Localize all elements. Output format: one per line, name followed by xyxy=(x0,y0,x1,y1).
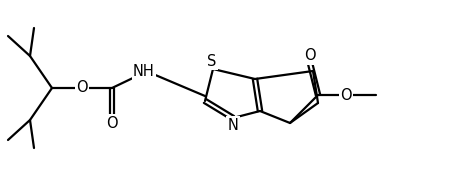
Text: O: O xyxy=(304,49,316,63)
Text: N: N xyxy=(227,117,238,133)
Text: O: O xyxy=(106,115,118,130)
Text: NH: NH xyxy=(133,64,155,80)
Text: O: O xyxy=(76,81,88,95)
Text: O: O xyxy=(340,88,352,102)
Text: S: S xyxy=(207,54,217,69)
